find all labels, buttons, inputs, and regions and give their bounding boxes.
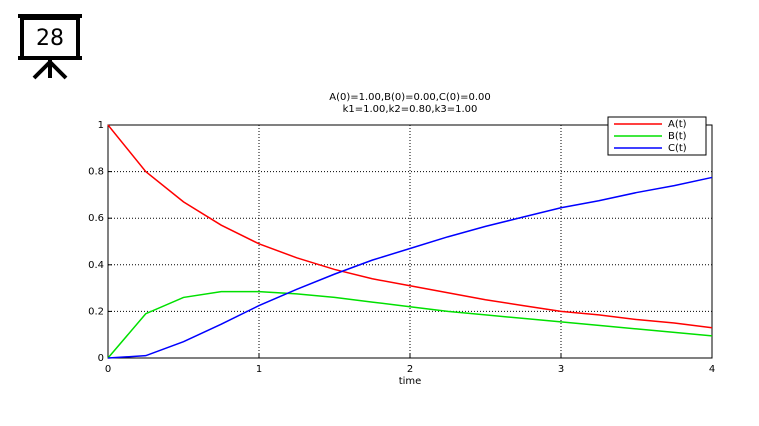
y-tick-label: 0.2	[88, 306, 104, 317]
x-tick-label: 1	[256, 364, 262, 375]
y-tick-label: 0	[98, 353, 104, 364]
y-tick-label: 0.6	[88, 213, 104, 224]
y-tick-label: 0.4	[88, 260, 104, 271]
x-tick-label: 3	[558, 364, 564, 375]
x-axis-label: time	[399, 376, 422, 387]
series-line	[107, 176, 713, 359]
x-tick-label: 4	[709, 364, 715, 375]
series-line	[107, 290, 713, 359]
chart-title: A(0)=1.00,B(0)=0.00,C(0)=0.00	[329, 92, 490, 103]
slide-number: 28	[36, 26, 64, 51]
legend-label: A(t)	[668, 119, 687, 130]
legend-label: B(t)	[668, 131, 687, 142]
series-line	[107, 124, 713, 329]
plot-frame	[107, 124, 713, 359]
slide-icon: 28	[18, 14, 82, 80]
legend-label: C(t)	[668, 143, 687, 154]
x-tick-label: 2	[407, 364, 413, 375]
y-tick-label: 1	[98, 120, 104, 131]
chart-subtitle: k1=1.00,k2=0.80,k3=1.00	[343, 104, 478, 115]
y-tick-label: 0.8	[88, 167, 104, 178]
x-tick-label: 0	[105, 364, 111, 375]
plot-area	[108, 125, 712, 358]
